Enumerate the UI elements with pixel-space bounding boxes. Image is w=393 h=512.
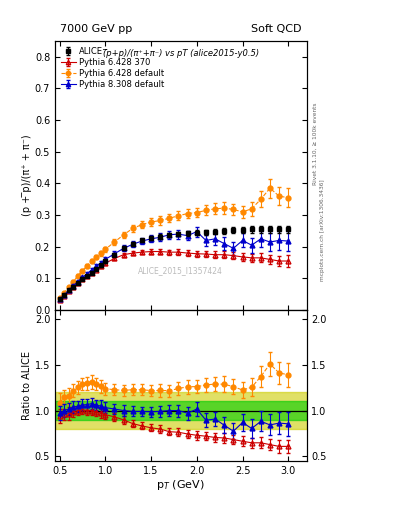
Y-axis label: Ratio to ALICE: Ratio to ALICE bbox=[22, 351, 32, 420]
Y-axis label: (p + ̅p)/(π⁺ + π⁻): (p + ̅p)/(π⁺ + π⁻) bbox=[22, 135, 32, 217]
Text: 7000 GeV pp: 7000 GeV pp bbox=[60, 24, 132, 34]
Text: ALICE_2015_I1357424: ALICE_2015_I1357424 bbox=[138, 266, 223, 275]
Text: (̅p+p)/(π⁺+π⁻) vs pT (alice2015-y0.5): (̅p+p)/(π⁺+π⁻) vs pT (alice2015-y0.5) bbox=[103, 49, 259, 58]
Text: Rivet 3.1.10, ≥ 100k events: Rivet 3.1.10, ≥ 100k events bbox=[312, 102, 318, 185]
Text: Soft QCD: Soft QCD bbox=[251, 24, 301, 34]
X-axis label: p$_{T}$ (GeV): p$_{T}$ (GeV) bbox=[156, 478, 205, 493]
Text: mcplots.cern.ch [arXiv:1306.3436]: mcplots.cern.ch [arXiv:1306.3436] bbox=[320, 180, 325, 281]
Legend: ALICE, Pythia 6.428 370, Pythia 6.428 default, Pythia 8.308 default: ALICE, Pythia 6.428 370, Pythia 6.428 de… bbox=[59, 45, 166, 91]
